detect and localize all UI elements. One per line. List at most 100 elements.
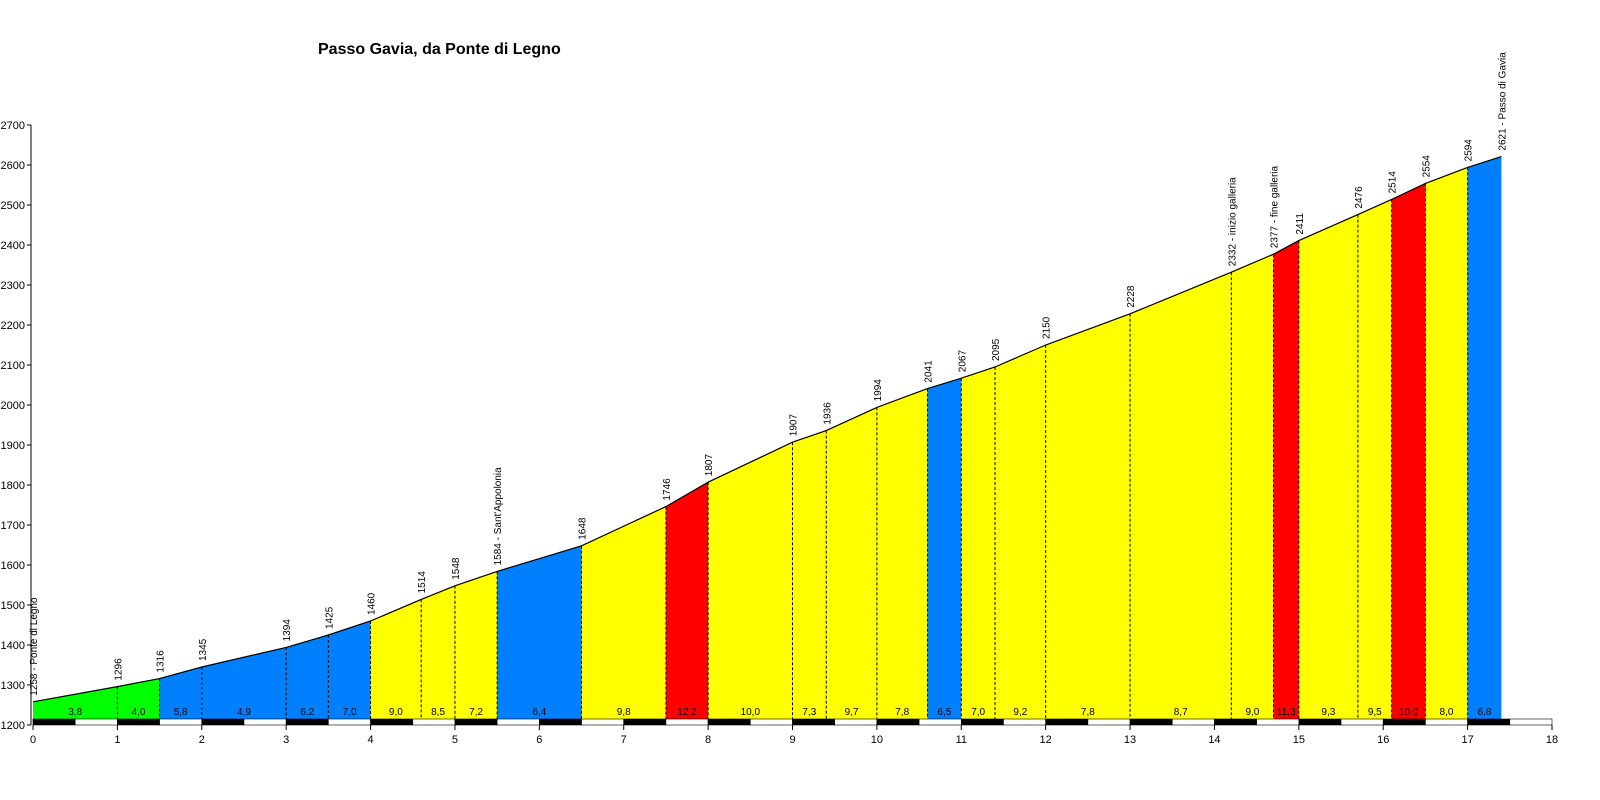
y-tick-label: 1600: [1, 560, 25, 572]
km-scale-block: [750, 718, 793, 726]
elevation-label: 1514: [417, 571, 428, 594]
gradient-label: 4,9: [237, 707, 251, 718]
gradient-segment: [792, 430, 827, 719]
elevation-label: 2554: [1421, 155, 1432, 178]
elevation-label: 1994: [873, 379, 884, 402]
gradient-label: 6,8: [1478, 707, 1492, 718]
gradient-segment: [1298, 214, 1358, 719]
gradient-segment: [454, 571, 498, 719]
elevation-label: 2150: [1042, 316, 1053, 339]
y-tick-label: 2300: [1, 280, 25, 292]
km-scale-block: [32, 718, 76, 726]
gradient-segment: [1231, 254, 1274, 719]
elevation-label: 1907: [789, 414, 800, 437]
elevation-label: 2594: [1464, 139, 1475, 162]
km-scale-block: [960, 718, 1004, 726]
km-scale-block: [792, 718, 835, 726]
gradient-segment: [370, 599, 422, 719]
y-tick-label: 2200: [1, 320, 25, 332]
km-scale-block: [74, 718, 118, 726]
km-scale-block: [496, 718, 540, 726]
km-scale-block: [539, 718, 582, 726]
elevation-label: 1807: [704, 454, 715, 477]
x-tick-label: 14: [1208, 734, 1220, 746]
chart-title: Passo Gavia, da Ponte di Legno: [318, 41, 561, 58]
km-scale-block: [328, 718, 371, 726]
x-tick-label: 4: [367, 734, 373, 746]
gradient-segment: [201, 647, 287, 719]
km-scale-block: [1467, 718, 1511, 726]
gradient-segment: [117, 678, 160, 719]
x-tick-label: 17: [1461, 734, 1473, 746]
gradient-segment: [1391, 183, 1426, 719]
x-tick-label: 11: [956, 734, 967, 746]
y-tick-label: 2500: [1, 200, 25, 212]
gradient-label: 7,8: [1081, 707, 1095, 718]
elevation-label: 1936: [822, 402, 833, 425]
gradient-label: 5,8: [174, 707, 188, 718]
x-tick-label: 6: [536, 734, 542, 746]
gradient-label: 7,3: [802, 707, 816, 718]
gradient-segment: [876, 388, 928, 719]
elevation-label: 1296: [113, 658, 124, 681]
gradient-label: 4,0: [132, 707, 146, 718]
profile-line: [32, 156, 1502, 703]
km-scale-block: [1256, 718, 1300, 726]
gradient-segment: [995, 345, 1046, 719]
elevation-label: 1648: [578, 517, 589, 540]
x-tick-label: 0: [30, 734, 36, 746]
gradient-label: 9,0: [389, 707, 403, 718]
km-scale-block: [1425, 718, 1468, 726]
gradient-label: 9,2: [1013, 707, 1027, 718]
km-scale-block: [1509, 718, 1553, 726]
y-tick-label: 2600: [1, 160, 25, 172]
km-scale-block: [117, 718, 160, 726]
km-scale-block: [370, 718, 414, 726]
gradient-label: 9,5: [1368, 707, 1382, 718]
km-scale-block: [201, 718, 245, 726]
x-tick-label: 5: [452, 734, 458, 746]
gradient-label: 7,0: [971, 707, 985, 718]
elevation-label: 1258 - Ponte di Legno: [29, 597, 40, 696]
x-tick-label: 9: [789, 734, 795, 746]
gradient-label: 9,8: [617, 707, 631, 718]
gradient-segment: [927, 378, 962, 719]
gradient-segment: [708, 442, 793, 719]
elevation-label: 1460: [367, 592, 378, 615]
elevation-label: 1394: [282, 619, 293, 642]
elevation-label: 2476: [1354, 186, 1365, 209]
gradient-segment: [497, 545, 582, 719]
x-tick-label: 12: [1040, 734, 1052, 746]
km-scale-block: [159, 718, 203, 726]
gradient-label: 7,0: [343, 707, 357, 718]
km-scale-block: [1045, 718, 1089, 726]
y-tick-label: 2100: [1, 360, 25, 372]
gradient-label: 7,8: [895, 707, 909, 718]
y-tick-label: 1200: [1, 720, 25, 732]
gradient-label: 6,2: [300, 707, 314, 718]
gradient-segment: [328, 621, 371, 719]
gradient-segment: [826, 407, 877, 719]
gradient-segment: [961, 367, 996, 719]
gradient-segment: [1425, 167, 1468, 719]
km-scale-block: [834, 718, 878, 726]
gradient-label: 9,0: [1245, 707, 1259, 718]
x-tick-label: 18: [1546, 734, 1558, 746]
elevation-label: 2095: [991, 338, 1002, 361]
gradient-label: 12,2: [677, 707, 697, 718]
km-scale-block: [707, 718, 751, 726]
km-scale-block: [665, 718, 709, 726]
elevation-label: 2514: [1388, 171, 1399, 194]
gradient-segment: [1045, 313, 1131, 719]
y-tick-label: 1300: [1, 680, 25, 692]
elevation-label: 2067: [957, 350, 968, 373]
x-tick-label: 13: [1124, 734, 1136, 746]
km-scale-block: [1214, 718, 1257, 726]
elevation-label: 1548: [451, 557, 462, 580]
km-scale-block: [581, 718, 625, 726]
elevation-label: 2041: [924, 360, 935, 383]
gradient-label: 9,3: [1321, 707, 1335, 718]
gradient-segment: [581, 506, 666, 719]
gradient-label: 7,2: [469, 707, 483, 718]
elevation-label: 1345: [198, 638, 209, 661]
